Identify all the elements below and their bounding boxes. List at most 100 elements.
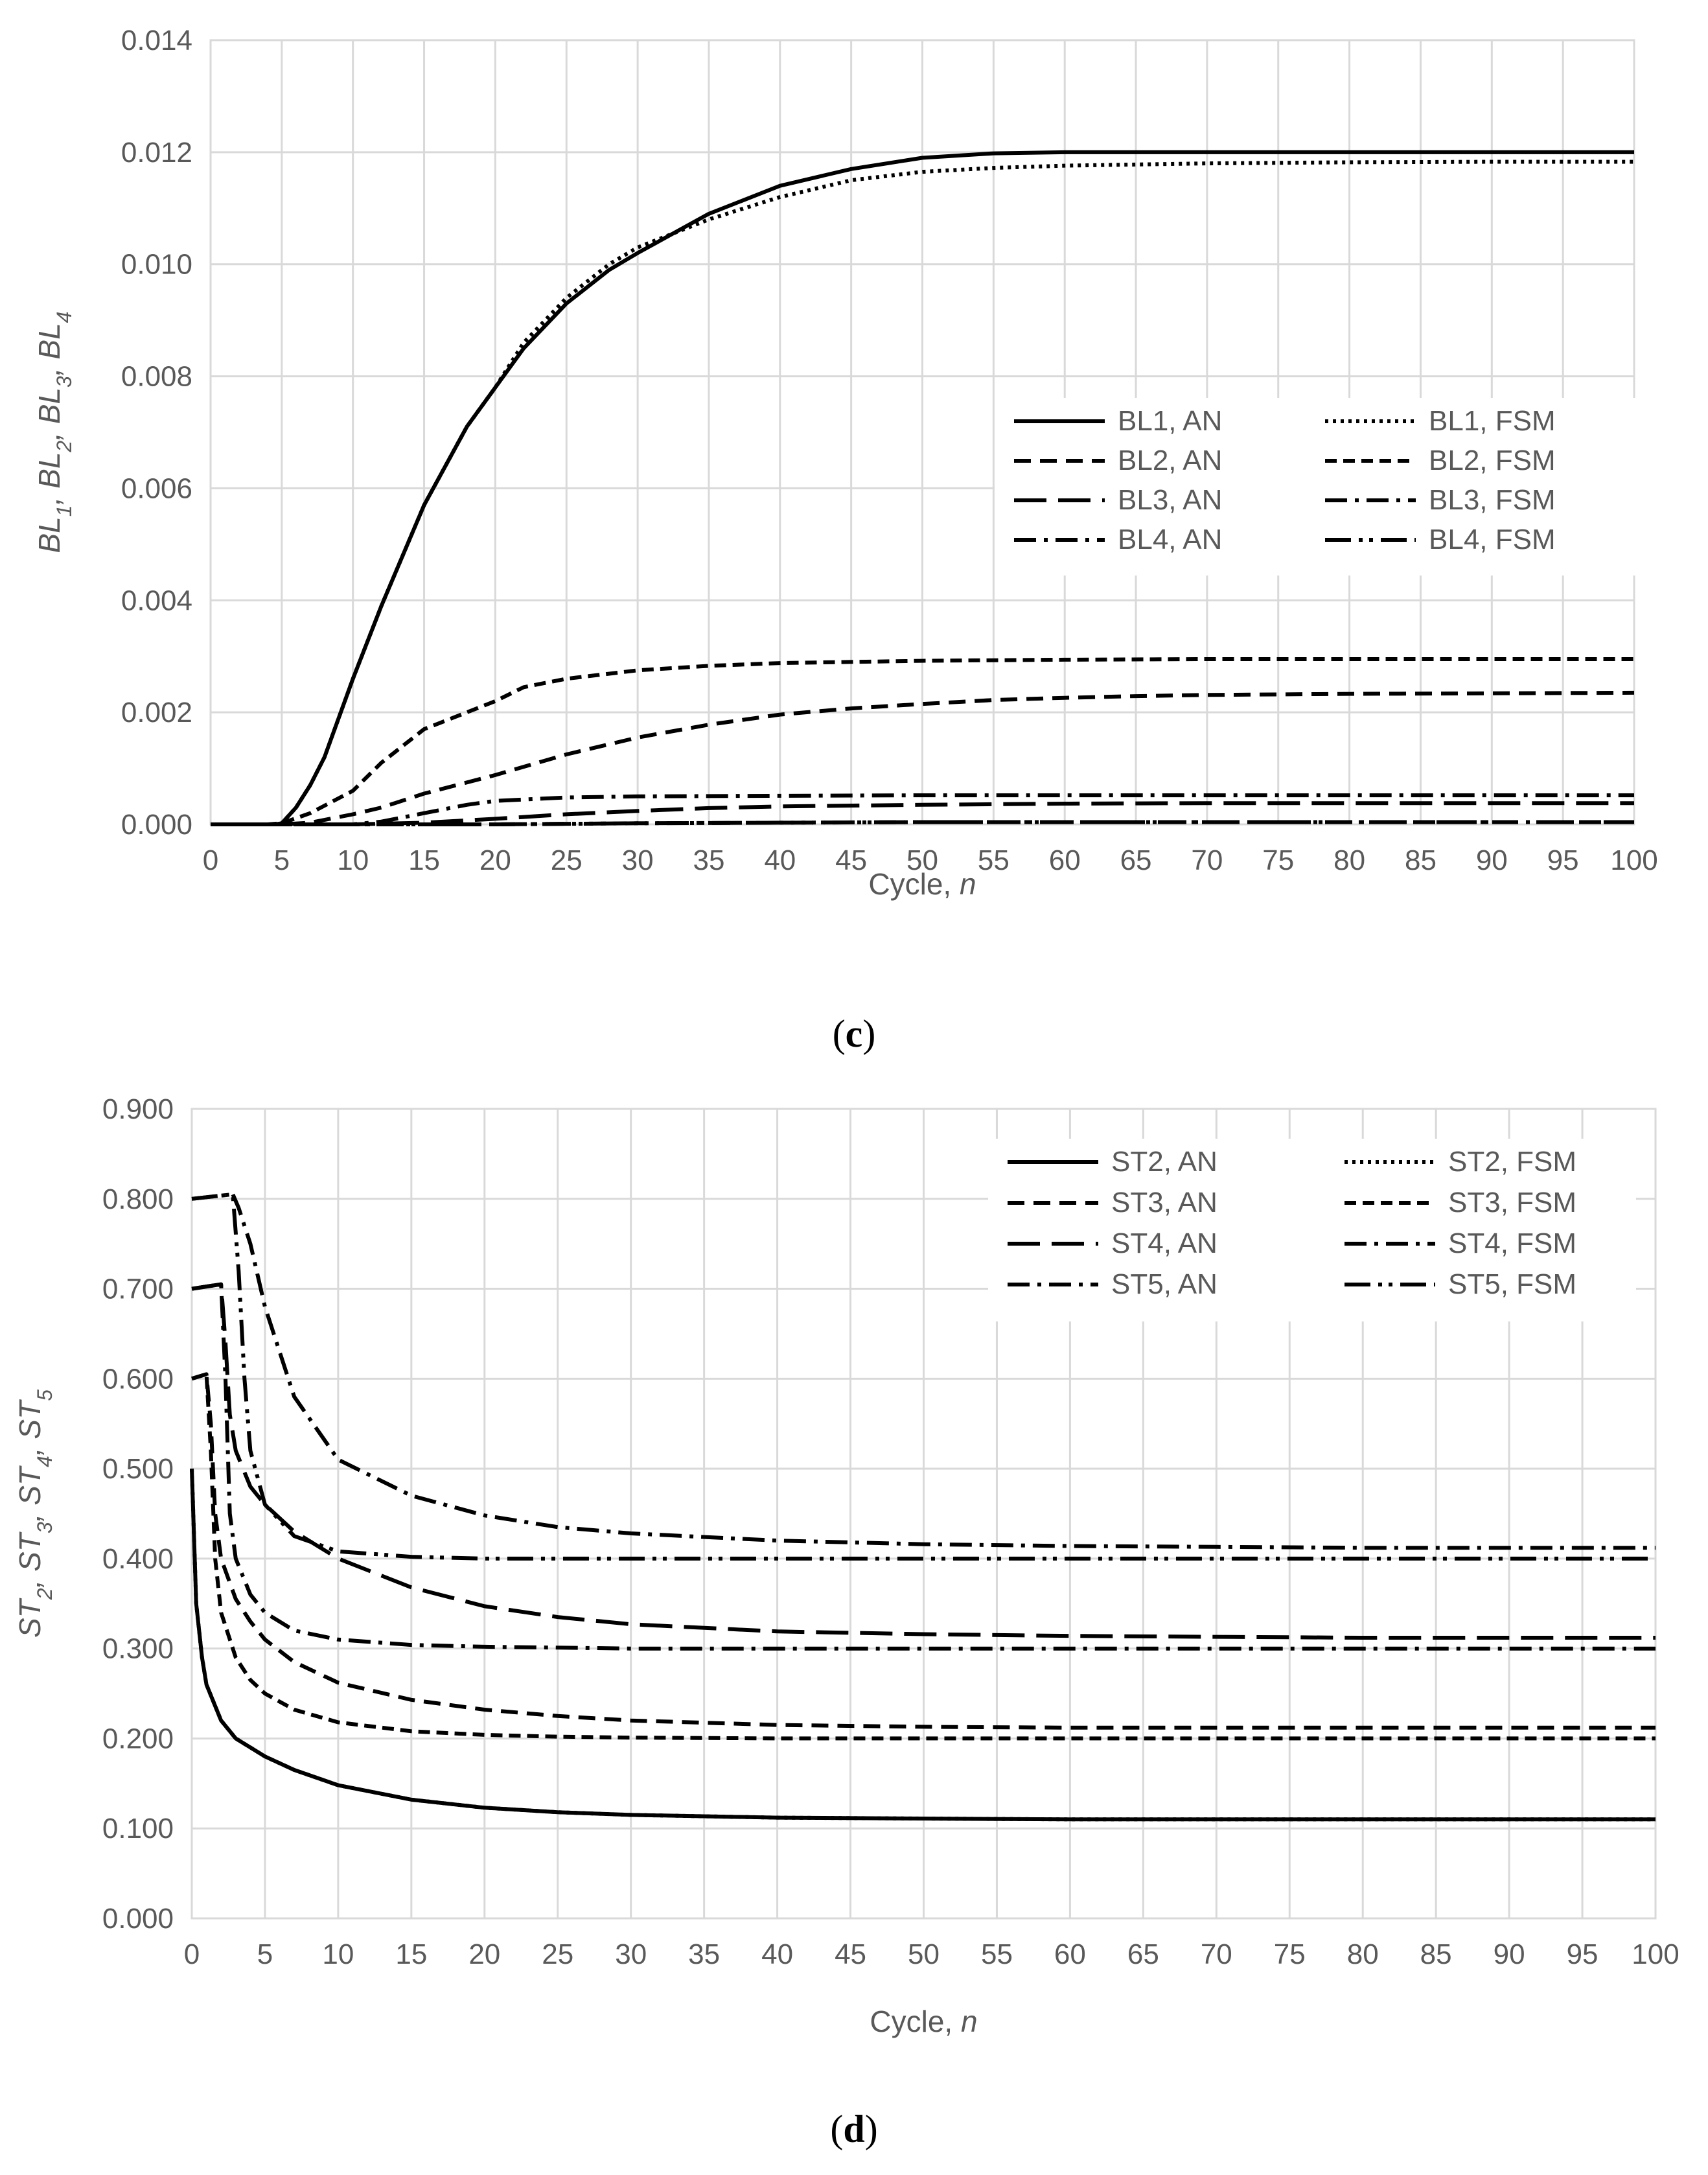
x-tick-label: 0 [203, 844, 218, 876]
x-tick-label: 80 [1333, 844, 1365, 876]
legend-label: ST5, FSM [1448, 1268, 1576, 1300]
x-tick-label: 70 [1201, 1938, 1232, 1970]
x-tick-label: 55 [978, 844, 1010, 876]
legend-label: ST2, FSM [1448, 1146, 1576, 1178]
chart-c: 0 5 10 15 20 25 30 35 40 45 50 55 60 65 70 75 80 85 90 95 10… [32, 25, 1658, 1055]
x-tick-label: 65 [1120, 844, 1152, 876]
x-tick-label: 40 [761, 1938, 793, 1970]
legend-label: ST4, AN [1111, 1227, 1218, 1259]
x-tick-label: 75 [1262, 844, 1294, 876]
y-tick-label: 0.900 [102, 1093, 174, 1125]
series-line-st4-an [191, 1282, 1656, 1640]
legend-box [995, 398, 1643, 576]
y-tick-label: 0.300 [102, 1633, 174, 1665]
y-tick-label: 0.004 [121, 585, 192, 616]
x-tick-label: 70 [1191, 844, 1223, 876]
series-line-bl3-fsm [211, 793, 1634, 826]
y-tick-label: 0.400 [102, 1543, 174, 1575]
x-tick-label: 5 [274, 844, 290, 876]
x-tick-label: 15 [408, 844, 440, 876]
x-tick-label: 45 [835, 1938, 866, 1970]
legend-label: BL3, AN [1118, 484, 1222, 516]
legend-label: ST5, AN [1111, 1268, 1218, 1300]
series-line-bl2-an [211, 690, 1635, 826]
series-line-bl3-an [211, 801, 1634, 826]
legend-label: ST3, FSM [1448, 1187, 1576, 1218]
y-tick-label: 0.002 [121, 697, 192, 728]
y-tick-label: 0.010 [121, 249, 192, 281]
x-tick-label: 50 [908, 1938, 940, 1970]
legend-label: BL4, AN [1118, 524, 1222, 555]
x-tick-label: 10 [322, 1938, 354, 1970]
x-tick-label: 25 [542, 1938, 573, 1970]
x-tick-label: 90 [1494, 1938, 1525, 1970]
y-tick-label: 0.700 [102, 1274, 174, 1305]
x-tick-label: 30 [622, 844, 654, 876]
x-tick-label: 0 [184, 1938, 200, 1970]
x-tick-label: 20 [479, 844, 511, 876]
x-tick-label: 60 [1049, 844, 1081, 876]
x-tick-label: 95 [1547, 844, 1579, 876]
series-line-st4-fsm [191, 1282, 1656, 1651]
x-tick-label: 90 [1476, 844, 1508, 876]
x-tick-label: 100 [1610, 844, 1657, 876]
series-line-bl4-an [211, 820, 1634, 826]
x-tick-label: 100 [1632, 1938, 1679, 1970]
legend-box [988, 1139, 1636, 1321]
y-tick-label: 0.008 [121, 361, 192, 393]
x-tick-label: 25 [551, 844, 583, 876]
x-tick-label: 50 [906, 844, 938, 876]
series-line-bl2-fsm [211, 657, 1634, 826]
y-tick-label: 0.600 [102, 1363, 174, 1395]
x-tick-label: 35 [688, 1938, 720, 1970]
legend-label: BL1, AN [1118, 405, 1222, 437]
x-tick-label: 10 [337, 844, 369, 876]
series-line-bl1-fsm [211, 159, 1634, 826]
x-tick-label: 30 [615, 1938, 647, 1970]
y-tick-label: 0.200 [102, 1723, 174, 1754]
series-line-st5-fsm [191, 1192, 1656, 1561]
x-tick-label: 35 [693, 844, 724, 876]
x-tick-label: 40 [764, 844, 796, 876]
y-tick-label: 0.500 [102, 1453, 174, 1485]
x-axis-label: Cycle, n [870, 2005, 977, 2038]
series-line-st2-fsm [190, 1469, 1656, 1822]
series-line-bl4-fsm [211, 820, 1634, 826]
y-tick-label: 0.800 [102, 1183, 174, 1215]
panel-caption: (c) [833, 1012, 876, 1055]
legend-label: ST4, FSM [1448, 1227, 1576, 1259]
x-tick-label: 75 [1274, 1938, 1306, 1970]
x-tick-label: 95 [1567, 1938, 1598, 1970]
legend-label: BL4, FSM [1429, 524, 1556, 555]
y-axis-label: ST2, ST3, ST4, ST5 [13, 1390, 56, 1638]
legend-label: BL2, FSM [1429, 445, 1556, 476]
legend-label: ST3, AN [1111, 1187, 1218, 1218]
x-tick-label: 65 [1127, 1938, 1159, 1970]
y-tick-label: 0.014 [121, 25, 192, 56]
x-axis-label: Cycle, n [868, 867, 976, 901]
legend-label: ST2, AN [1111, 1146, 1218, 1178]
y-tick-label: 0.000 [121, 809, 192, 841]
x-tick-label: 55 [981, 1938, 1013, 1970]
x-tick-label: 45 [835, 844, 867, 876]
y-tick-label: 0.100 [102, 1813, 174, 1844]
series-line-st3-fsm [191, 1372, 1656, 1741]
x-tick-label: 20 [468, 1938, 500, 1970]
x-tick-label: 5 [257, 1938, 273, 1970]
x-tick-label: 60 [1054, 1938, 1086, 1970]
x-tick-label: 85 [1420, 1938, 1452, 1970]
y-tick-label: 0.000 [102, 1903, 174, 1935]
series-line-st5-an [191, 1192, 1656, 1550]
y-axis-label: BL1, BL2, BL3, BL4 [32, 312, 76, 553]
y-tick-label: 0.012 [121, 137, 192, 169]
series-line-st3-an [191, 1372, 1656, 1730]
legend-label: BL2, AN [1118, 445, 1222, 476]
x-tick-label: 15 [395, 1938, 427, 1970]
panel-caption: (d) [830, 2108, 877, 2150]
x-tick-label: 85 [1405, 844, 1437, 876]
y-tick-label: 0.006 [121, 472, 192, 504]
chart-d: 0 5 10 15 20 25 30 35 40 45 50 55 60 65 70 75 80 85 90 95 10… [13, 1093, 1679, 2150]
legend-label: BL3, FSM [1429, 484, 1556, 516]
x-tick-label: 80 [1347, 1938, 1379, 1970]
